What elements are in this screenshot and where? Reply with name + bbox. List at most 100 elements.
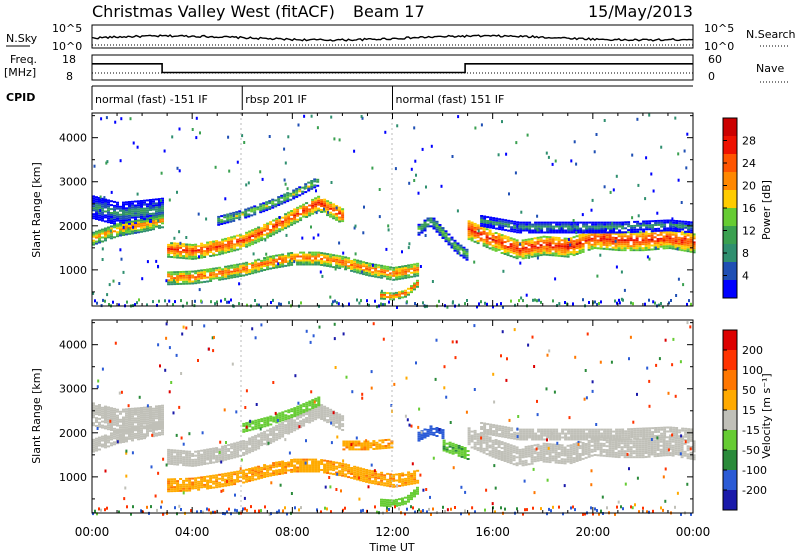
scatter-cell	[624, 227, 627, 229]
scatter-cell	[603, 238, 606, 240]
scatter-cell	[218, 243, 221, 245]
nave-tick-bottom: 0	[708, 70, 715, 83]
scatter-cell	[176, 480, 179, 482]
scatter-cell	[137, 231, 140, 233]
scatter-cell	[466, 255, 469, 257]
scatter-cell	[251, 239, 254, 241]
scatter-cell	[170, 252, 173, 254]
scatter-cell	[489, 247, 492, 249]
scatter-cell	[101, 202, 104, 204]
scatter-cell	[104, 406, 107, 408]
scatter-cell	[248, 480, 251, 482]
scatter-cell	[380, 474, 383, 476]
scatter-cell	[540, 250, 543, 252]
scatter-cell	[218, 478, 221, 480]
scatter-cell	[287, 264, 290, 266]
nsearch-tick-bottom: 10^0	[704, 40, 734, 53]
scatter-cell	[131, 433, 134, 435]
noise-cell	[684, 150, 686, 153]
scatter-cell	[113, 420, 116, 422]
scatter-cell	[372, 444, 375, 446]
scatter-cell	[146, 425, 149, 427]
scatter-cell	[104, 418, 107, 420]
scatter-cell	[104, 232, 107, 234]
scatter-cell	[543, 232, 546, 234]
scatter-cell	[433, 222, 436, 224]
scatter-cell	[281, 467, 284, 469]
scatter-cell	[573, 246, 576, 248]
scatter-cell	[173, 486, 176, 488]
ground-noise-cell	[334, 300, 336, 303]
scatter-cell	[642, 249, 645, 251]
scatter-cell	[161, 417, 164, 419]
scatter-cell	[131, 203, 134, 205]
scatter-cell	[582, 245, 585, 247]
scatter-cell	[471, 236, 474, 238]
scatter-cell	[278, 423, 281, 425]
scatter-cell	[645, 226, 648, 228]
scatter-cell	[113, 418, 116, 420]
scatter-cell	[648, 233, 651, 235]
scatter-cell	[278, 437, 281, 439]
scatter-cell	[630, 237, 633, 239]
scatter-cell	[107, 410, 110, 412]
scatter-cell	[143, 417, 146, 419]
scatter-cell	[477, 433, 480, 435]
scatter-cell	[669, 228, 672, 230]
scatter-cell	[185, 253, 188, 255]
scatter-cell	[272, 470, 275, 472]
scatter-cell	[510, 255, 513, 257]
noise-cell	[363, 206, 365, 209]
scatter-cell	[101, 425, 104, 427]
scatter-cell	[651, 226, 654, 228]
scatter-cell	[286, 198, 289, 200]
scatter-cell	[95, 202, 98, 204]
scatter-cell	[200, 486, 203, 488]
scatter-cell	[672, 234, 675, 236]
scatter-cell	[305, 404, 308, 406]
scatter-cell	[317, 469, 320, 471]
scatter-cell	[540, 248, 543, 250]
scatter-cell	[131, 408, 134, 410]
scatter-cell	[624, 221, 627, 223]
scatter-cell	[597, 230, 600, 232]
scatter-cell	[627, 223, 630, 225]
scatter-cell	[398, 479, 401, 481]
scatter-cell	[549, 248, 552, 250]
scatter-cell	[242, 241, 245, 243]
scatter-cell	[209, 270, 212, 272]
scatter-cell	[284, 466, 287, 468]
scatter-cell	[137, 417, 140, 419]
scatter-cell	[185, 464, 188, 466]
scatter-cell	[597, 243, 600, 245]
scatter-cell	[308, 408, 311, 410]
scatter-cell	[621, 231, 624, 233]
scatter-cell	[457, 248, 460, 250]
scatter-cell	[296, 254, 299, 256]
scatter-cell	[329, 415, 332, 417]
scatter-cell	[236, 249, 239, 251]
scatter-cell	[158, 415, 161, 417]
scatter-cell	[158, 417, 161, 419]
scatter-cell	[256, 206, 259, 208]
scatter-cell	[242, 429, 245, 431]
scatter-cell	[486, 236, 489, 238]
scatter-cell	[588, 237, 591, 239]
noise-cell	[100, 196, 102, 199]
scatter-cell	[236, 442, 239, 444]
scatter-cell	[603, 224, 606, 226]
scatter-cell	[368, 470, 371, 472]
scatter-cell	[317, 403, 320, 405]
scatter-cell	[284, 418, 287, 420]
scatter-cell	[296, 410, 299, 412]
scatter-cell	[302, 254, 305, 256]
scatter-cell	[299, 459, 302, 461]
scatter-cell	[131, 430, 134, 432]
scatter-cell	[110, 409, 113, 411]
scatter-cell	[558, 247, 561, 249]
scatter-cell	[266, 473, 269, 475]
scatter-cell	[516, 239, 519, 241]
scatter-cell	[293, 212, 296, 214]
scatter-cell	[125, 201, 128, 203]
scatter-cell	[221, 253, 224, 255]
